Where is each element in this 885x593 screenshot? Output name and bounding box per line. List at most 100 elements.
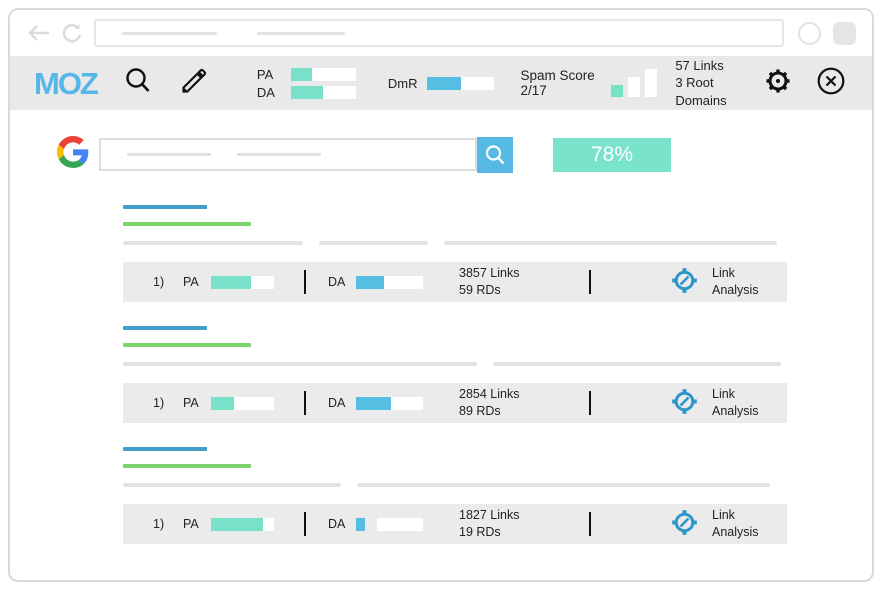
close-icon[interactable] [816,66,846,101]
result-title-line[interactable] [123,447,207,451]
links-count: 57 Links [675,57,724,73]
url-bar[interactable] [94,19,784,47]
page-score-badge: 78% [553,137,671,172]
search-result[interactable]: 1) PA DA 1827 Links 19 RDs [123,447,787,544]
pa-label: PA [183,517,199,531]
search-result[interactable]: 1) PA DA 3857 Links 59 RDs [123,205,787,302]
result-url-line [123,464,251,468]
pencil-icon[interactable] [179,66,209,101]
mozbar-metric-row: 1) PA DA 1827 Links 19 RDs [123,504,787,544]
spam-chart-bar [628,77,641,97]
da-bar [356,396,423,410]
link-analysis-label[interactable]: Link Analysis [712,386,759,420]
da-bar [356,517,423,531]
spam-score-label: Spam Score 2/17 [520,68,595,98]
dmr-label: DmR [387,75,418,91]
link-analysis-label[interactable]: Link Analysis [712,507,759,541]
snippet-line [123,483,341,487]
divider [589,512,591,536]
link-analysis-icon[interactable] [671,267,698,297]
spam-chart-bar [645,69,658,97]
da-label: DA [328,275,346,289]
snippet-line [493,362,781,366]
divider [589,391,591,415]
window-control-square[interactable] [833,21,856,45]
result-rank: 1) [153,275,165,289]
dmr-bar [427,76,495,90]
divider [304,391,306,415]
snippet-line [123,241,303,245]
link-analysis-line2: Analysis [712,525,759,539]
moz-logo: MOZ [34,65,99,101]
search-icon[interactable] [123,66,153,101]
result-rds-count: 59 RDs [459,283,501,297]
gear-icon[interactable] [762,65,794,102]
da-label: DA [328,396,346,410]
spam-chart-bar [611,85,624,97]
divider [589,270,591,294]
result-links-count: 3857 Links [459,266,520,281]
result-link-metrics: 2854 Links 89 RDs [459,386,559,420]
search-result[interactable]: 1) PA DA 2854 Links 89 RDs [123,326,787,423]
pa-bar [290,67,356,81]
result-links-count: 2854 Links [459,387,520,402]
link-analysis-line2: Analysis [712,404,759,418]
da-bar [356,275,423,289]
link-analysis-line2: Analysis [712,283,759,297]
da-label: DA [328,517,346,531]
back-icon[interactable] [26,22,52,44]
link-analysis-line1: Link [712,508,735,523]
result-link-metrics: 1827 Links 19 RDs [459,507,559,541]
result-link-metrics: 3857 Links 59 RDs [459,265,559,299]
snippet-line [357,483,770,487]
link-analysis-icon[interactable] [671,509,698,539]
pa-bar [211,275,274,289]
toolbar-domain-rating: DmR [388,76,495,91]
root-domains-count: 3 Root Domains [675,75,727,108]
result-snippet [123,483,787,487]
pa-bar [211,396,274,410]
snippet-line [123,362,477,366]
search-button[interactable] [477,136,513,173]
url-placeholder-line [122,31,217,35]
google-search-row: 78% [57,136,872,173]
search-results: 1) PA DA 3857 Links 59 RDs [123,205,787,544]
toolbar-authority-metrics: PA DA [257,67,356,100]
link-analysis-label[interactable]: Link Analysis [712,265,759,299]
result-rank: 1) [153,517,165,531]
mozbar-metric-row: 1) PA DA 2854 Links 89 RDs [123,383,787,423]
pa-label: PA [183,396,199,410]
url-placeholder-line [257,31,345,35]
result-snippet [123,241,787,245]
result-url-line [123,222,251,226]
pa-label: PA [256,66,274,82]
mozbar-toolbar: MOZ PA DA DmR Spam Score 2/17 [10,56,872,110]
divider [304,512,306,536]
result-snippet [123,362,787,366]
da-bar [290,85,356,99]
reload-icon[interactable] [60,21,84,45]
mozbar-metric-row: 1) PA DA 3857 Links 59 RDs [123,262,787,302]
result-url-line [123,343,251,347]
link-analysis-icon[interactable] [671,388,698,418]
link-analysis-line1: Link [712,387,735,402]
window-control-circle[interactable] [798,21,821,45]
search-input[interactable] [99,138,477,171]
google-logo [57,136,89,173]
link-analysis-line1: Link [712,266,735,281]
result-title-line[interactable] [123,326,207,330]
browser-window: MOZ PA DA DmR Spam Score 2/17 [8,8,874,582]
result-rds-count: 89 RDs [459,404,501,418]
result-rds-count: 19 RDs [459,525,501,539]
result-rank: 1) [153,396,165,410]
query-placeholder-line [237,153,321,156]
da-label: DA [256,84,275,100]
snippet-line [319,241,428,245]
result-title-line[interactable] [123,205,207,209]
spam-score-chart [611,69,658,97]
query-placeholder-line [127,153,211,156]
pa-label: PA [183,275,199,289]
browser-chrome [10,10,872,56]
divider [304,270,306,294]
snippet-line [444,241,777,245]
